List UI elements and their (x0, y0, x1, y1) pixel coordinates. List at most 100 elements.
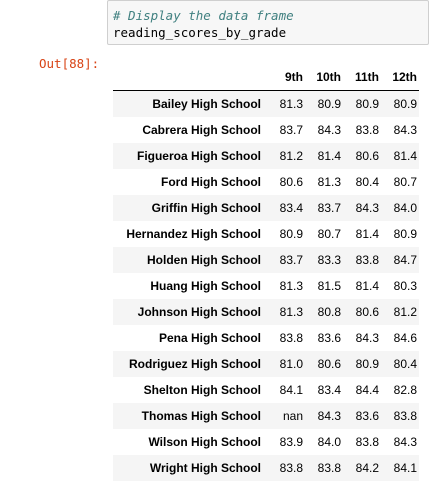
table-row: Huang High School 81.3 81.5 81.4 80.3 (113, 273, 419, 299)
table-cell: 80.3 (393, 279, 417, 293)
table-cell: 81.3 (279, 305, 303, 319)
row-index-label: Wilson High School (148, 435, 261, 449)
table-cell: 84.3 (393, 123, 417, 137)
table-cell: 80.4 (355, 175, 379, 189)
dataframe-table: 9th 10th 11th 12th Bailey High School 81.… (113, 64, 419, 481)
table-cell: 81.4 (355, 279, 379, 293)
table-cell: 83.8 (279, 331, 303, 345)
table-row: Thomas High School nan 84.3 83.6 83.8 (113, 403, 419, 429)
table-cell: 81.3 (317, 175, 341, 189)
row-index-label: Shelton High School (143, 383, 261, 397)
table-cell: 80.6 (279, 175, 303, 189)
table-cell: 84.0 (393, 201, 417, 215)
table-cell: 80.6 (355, 305, 379, 319)
table-cell: 80.7 (393, 175, 417, 189)
table-cell: 80.9 (355, 97, 379, 111)
table-cell: 83.8 (317, 461, 341, 475)
table-row: Cabrera High School 83.7 84.3 83.8 84.3 (113, 117, 419, 143)
table-cell: 81.4 (355, 227, 379, 241)
table-cell: 81.2 (279, 149, 303, 163)
table-cell: 80.9 (393, 97, 417, 111)
table-cell: 84.1 (279, 383, 303, 397)
row-index-label: Ford High School (161, 175, 261, 189)
table-cell: 83.7 (279, 253, 303, 267)
table-row: Figueroa High School 81.2 81.4 80.6 81.4 (113, 143, 419, 169)
row-index-label: Hernandez High School (126, 227, 261, 241)
table-body: Bailey High School 81.3 80.9 80.9 80.9 Cabrer… (113, 90, 419, 481)
table-row: Ford High School 80.6 81.3 80.4 80.7 (113, 169, 419, 195)
output-prompt: Out[88]: (39, 56, 100, 71)
row-index-label: Cabrera High School (142, 123, 261, 137)
code-comment: # Display the data frame (113, 8, 294, 23)
table-cell: 83.6 (317, 331, 341, 345)
table-cell: 83.4 (317, 383, 341, 397)
table-cell: 81.3 (279, 279, 303, 293)
table-cell: 84.3 (393, 435, 417, 449)
table-cell: 84.4 (355, 383, 379, 397)
table-cell: 81.5 (317, 279, 341, 293)
row-index-label: Griffin High School (151, 201, 261, 215)
table-cell: 84.6 (393, 331, 417, 345)
row-index-label: Wright High School (149, 461, 261, 475)
row-index-label: Holden High School (147, 253, 261, 267)
table-cell: 83.8 (355, 435, 379, 449)
row-index-label: Figueroa High School (136, 149, 261, 163)
table-cell: 84.3 (317, 123, 341, 137)
code-line: reading_scores_by_grade (113, 25, 287, 40)
table-cell: 83.7 (317, 201, 341, 215)
table-row: Rodriguez High School 81.0 80.6 80.9 80.4 (113, 351, 419, 377)
table-row: Holden High School 83.7 83.3 83.8 84.7 (113, 247, 419, 273)
table-cell: nan (282, 409, 303, 423)
table-cell: 83.8 (279, 461, 303, 475)
table-cell: 83.6 (355, 409, 379, 423)
table-cell: 80.6 (317, 357, 341, 371)
table-cell: 83.4 (279, 201, 303, 215)
row-index-label: Bailey High School (152, 97, 261, 111)
table-cell: 83.9 (279, 435, 303, 449)
table-cell: 81.3 (279, 97, 303, 111)
table-cell: 80.7 (317, 227, 341, 241)
row-index-label: Johnson High School (137, 305, 261, 319)
table-row: Shelton High School 84.1 83.4 84.4 82.8 (113, 377, 419, 403)
table-cell: 81.4 (317, 149, 341, 163)
table-cell: 80.9 (317, 97, 341, 111)
row-index-label: Thomas High School (141, 409, 261, 423)
row-index-label: Pena High School (158, 331, 261, 345)
table-row: Griffin High School 83.4 83.7 84.3 84.0 (113, 195, 419, 221)
table-cell: 80.8 (317, 305, 341, 319)
header-row: 9th 10th 11th 12th (113, 64, 419, 91)
table-cell: 84.2 (355, 461, 379, 475)
column-header: 11th (343, 64, 381, 91)
table-cell: 83.8 (355, 253, 379, 267)
table-cell: 81.4 (393, 149, 417, 163)
table-row: Bailey High School 81.3 80.9 80.9 80.9 (113, 90, 419, 117)
column-header: 12th (381, 64, 419, 91)
table-row: Johnson High School 81.3 80.8 80.6 81.2 (113, 299, 419, 325)
table-cell: 84.1 (393, 461, 417, 475)
table-row: Wilson High School 83.9 84.0 83.8 84.3 (113, 429, 419, 455)
column-header: 9th (267, 64, 305, 91)
table-row: Wright High School 83.8 83.8 84.2 84.1 (113, 455, 419, 481)
table-cell: 82.8 (393, 383, 417, 397)
table-cell: 83.8 (355, 123, 379, 137)
code-input-cell[interactable]: # Display the data frame reading_scores_… (107, 0, 429, 45)
table-row: Pena High School 83.8 83.6 84.3 84.6 (113, 325, 419, 351)
column-header: 10th (305, 64, 343, 91)
row-index-label: Rodriguez High School (129, 357, 261, 371)
table-cell: 84.3 (355, 331, 379, 345)
table-cell: 80.9 (279, 227, 303, 241)
table-cell: 83.3 (317, 253, 341, 267)
index-header (113, 64, 267, 91)
table-cell: 84.7 (393, 253, 417, 267)
table-row: Hernandez High School 80.9 80.7 81.4 80.9 (113, 221, 419, 247)
table-cell: 83.8 (393, 409, 417, 423)
table-cell: 84.3 (317, 409, 341, 423)
table-cell: 80.6 (355, 149, 379, 163)
row-index-label: Huang High School (150, 279, 261, 293)
table-cell: 81.2 (393, 305, 417, 319)
table-cell: 80.9 (355, 357, 379, 371)
table-cell: 84.0 (317, 435, 341, 449)
table-cell: 83.7 (279, 123, 303, 137)
table-cell: 80.4 (393, 357, 417, 371)
table-cell: 81.0 (279, 357, 303, 371)
